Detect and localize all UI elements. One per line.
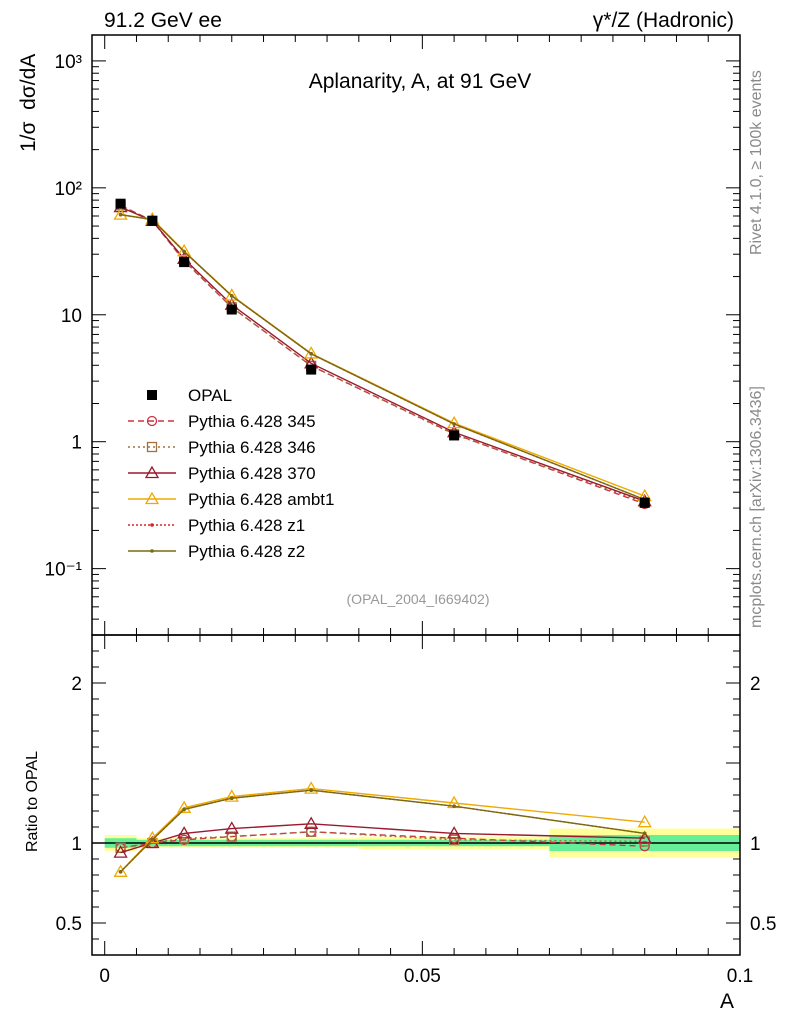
- series-layer: [113, 198, 652, 877]
- series-ratio-point: [452, 804, 456, 808]
- legend-label: Pythia 6.428 370: [188, 464, 316, 483]
- data-point: [306, 364, 317, 375]
- series-point: [304, 346, 319, 359]
- series-ratio-point: [309, 788, 313, 792]
- series-point: [182, 249, 186, 254]
- y-tick-label: 10⁻¹: [45, 560, 83, 581]
- legend-label: Pythia 6.428 z1: [188, 516, 305, 535]
- y-axis-label: 1/σ dσ/dA: [17, 54, 40, 152]
- legend-label: Pythia 6.428 346: [188, 438, 316, 457]
- series-ratio-point: [229, 796, 234, 800]
- series-line: [120, 204, 645, 503]
- legend-entry: Pythia 6.428 z2: [128, 542, 305, 561]
- series-ratio-point: [226, 831, 237, 842]
- legend-label: OPAL: [188, 386, 232, 405]
- series-ratio-point: [446, 826, 462, 839]
- series-ratio-point: [182, 807, 186, 812]
- legend-label: Pythia 6.428 ambt1: [188, 490, 334, 509]
- series-ratio-point: [306, 826, 317, 837]
- energy-label: 91.2 GeV ee: [104, 9, 222, 32]
- series-ratio-point: [176, 800, 192, 813]
- data-point: [226, 304, 237, 315]
- ratio-y-axis-label: Ratio to OPAL: [24, 751, 41, 852]
- series-ratio-point: [448, 834, 460, 845]
- mcplots-reference-label: mcplots.cern.ch [arXiv:1306.3436]: [748, 386, 765, 628]
- series-point: [309, 352, 313, 356]
- legend-marker: [144, 491, 160, 505]
- legend-marker: [146, 415, 158, 427]
- chart-title: Aplanarity, A, at 91 GeV: [309, 70, 532, 93]
- series-opal-data: [115, 198, 650, 509]
- y-tick-label: 10: [61, 306, 82, 327]
- series-line: [120, 204, 645, 505]
- legend-marker: [150, 549, 154, 553]
- legend-entry: Pythia 6.428 370: [128, 464, 316, 483]
- ratio-tick-label-left: 1: [71, 834, 82, 855]
- y-tick-label: 10²: [55, 179, 82, 200]
- ratio-tick-label-left: 2: [71, 674, 82, 695]
- ratio-tick-label-right: 2: [750, 674, 761, 695]
- ratio-plot-frame: [91, 634, 741, 956]
- legend-label: Pythia 6.428 z2: [188, 542, 305, 561]
- x-tick-label: 0: [99, 966, 110, 987]
- data-point: [639, 497, 650, 508]
- series-line: [120, 206, 645, 502]
- y-tick-label: 10³: [55, 52, 82, 73]
- legend-marker: [150, 523, 154, 527]
- series-ratio-point: [113, 864, 128, 877]
- x-axis-label: A: [720, 990, 734, 1013]
- series-ratio-point: [637, 830, 652, 844]
- series-ratio-point: [304, 781, 319, 794]
- ratio-tick-label-right: 0.5: [750, 914, 776, 935]
- data-point: [449, 430, 460, 441]
- series-point: [224, 288, 239, 301]
- ratio-tick-label-left: 0.5: [56, 914, 82, 935]
- legend-entry: Pythia 6.428 346: [128, 438, 316, 457]
- legend-marker: [146, 441, 158, 453]
- legend-entry: Pythia 6.428 345: [128, 412, 316, 431]
- series-point: [176, 243, 192, 257]
- legend-entry: Pythia 6.428 z1: [128, 516, 305, 535]
- series-point: [229, 294, 234, 298]
- data-point: [147, 215, 158, 226]
- series-ratio-point: [150, 838, 155, 842]
- series-ratio-point: [224, 789, 239, 802]
- series-point: [113, 207, 128, 220]
- legend-entry: Pythia 6.428 ambt1: [128, 490, 334, 509]
- y-tick-label: 1: [71, 433, 82, 454]
- legend: OPAL Pythia 6.428 345 Pythia 6.428 346 Pyth…: [128, 386, 334, 561]
- series-ratio-point: [113, 845, 128, 858]
- series-ratio-line: [120, 831, 645, 849]
- axes: 10³ 10² 10 1 10⁻¹ 2 2 1 1 0.5 0.5 0 0.05 0.1: [45, 34, 776, 987]
- legend-marker: [147, 390, 157, 400]
- ratio-tick-label-right: 1: [750, 834, 761, 855]
- watermark-label: (OPAL_2004_I669402): [347, 591, 490, 607]
- series-ratio-point: [176, 826, 192, 839]
- series-point: [452, 422, 456, 426]
- series-ratio-point: [642, 831, 647, 836]
- process-label: γ*/Z (Hadronic): [593, 9, 734, 32]
- series-ratio-point: [639, 836, 650, 847]
- series-point: [118, 212, 123, 217]
- x-tick-label: 0.05: [404, 966, 441, 987]
- data-point: [115, 198, 126, 209]
- series-ratio-point: [224, 821, 239, 834]
- legend-marker: [144, 465, 160, 479]
- data-point: [179, 257, 190, 268]
- series-ratio-point: [118, 870, 123, 874]
- legend-entry: OPAL: [147, 386, 232, 405]
- legend-label: Pythia 6.428 345: [188, 412, 316, 431]
- series-ratio-point: [637, 814, 652, 828]
- series-ratio-point: [304, 816, 319, 829]
- rivet-version-label: Rivet 4.1.0, ≥ 100k events: [748, 70, 765, 255]
- x-tick-label: 0.1: [727, 966, 753, 987]
